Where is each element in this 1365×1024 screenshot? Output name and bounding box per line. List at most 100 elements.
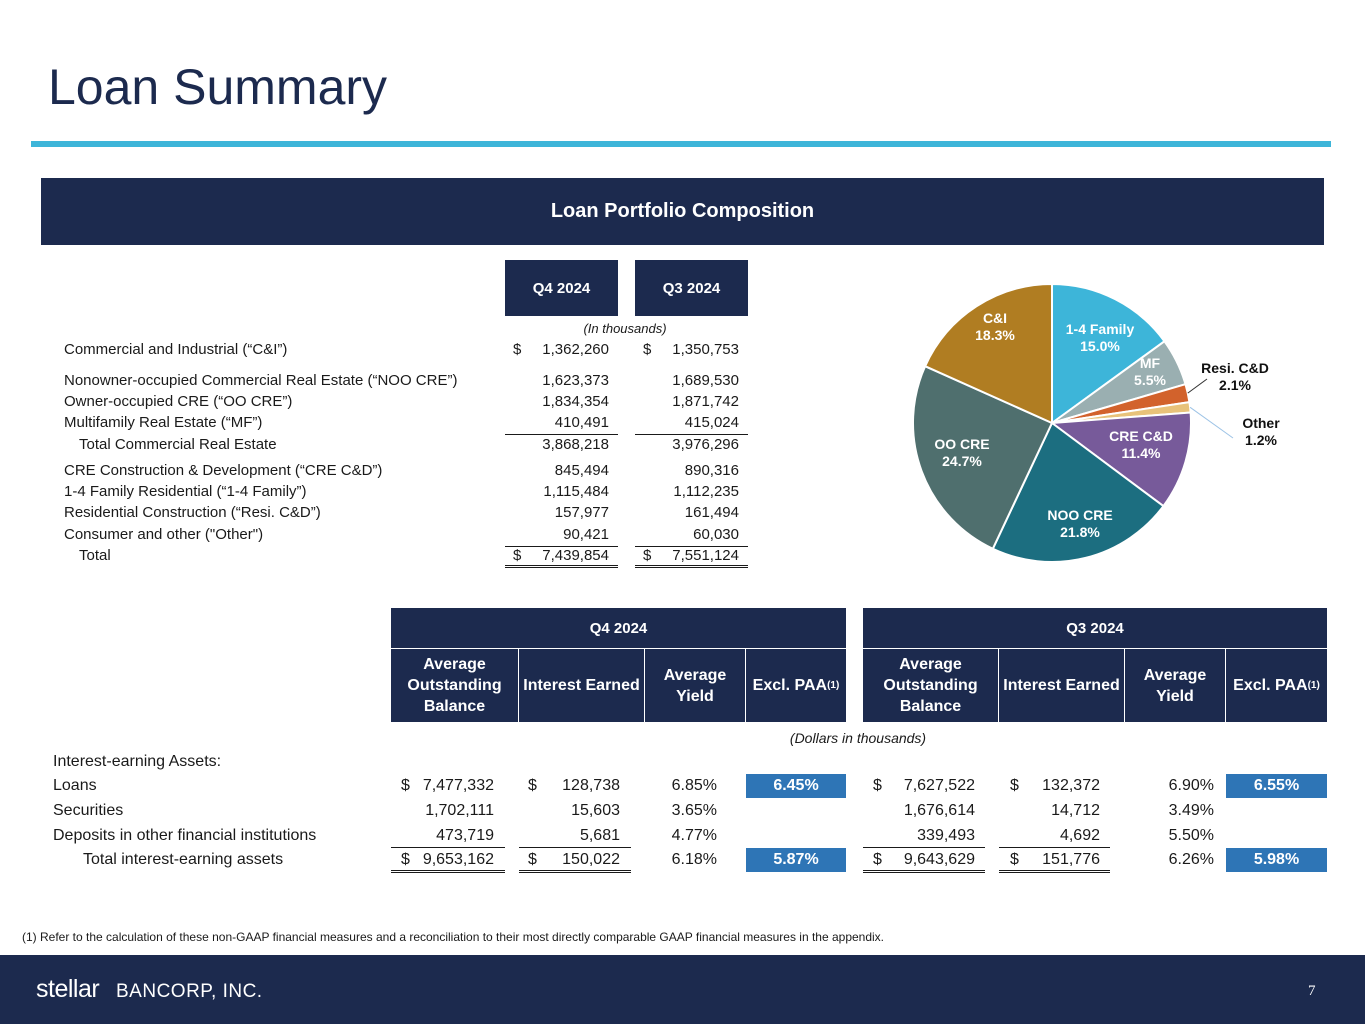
column-header: Excl. PAA (1) bbox=[746, 649, 846, 722]
pie-slice bbox=[1049, 411, 1192, 508]
slice-label: C&I bbox=[983, 310, 1007, 326]
column-header: Q3 2024 bbox=[635, 260, 748, 316]
row-label: Commercial and Industrial (“C&I”) bbox=[64, 341, 288, 358]
cell-text: 9,653,162 bbox=[422, 851, 494, 868]
cell-text: 60,030 bbox=[693, 526, 739, 543]
cell-text: 6.26% bbox=[1168, 851, 1214, 868]
double-rule bbox=[391, 870, 505, 873]
slice-label: OO CRE bbox=[934, 436, 989, 452]
cell-text: 1,362,260 bbox=[542, 341, 609, 358]
cell-text: 7,551,124 bbox=[672, 547, 739, 564]
footnote-mark: (1) bbox=[827, 680, 840, 691]
pie-slice bbox=[923, 282, 1053, 425]
row-label: Securities bbox=[53, 802, 124, 819]
rule bbox=[391, 847, 505, 848]
slice-label: NOO CRE bbox=[1047, 507, 1112, 523]
currency: $ bbox=[513, 341, 522, 358]
cell-text: 1,834,354 bbox=[542, 393, 609, 410]
footnote: (1) Refer to the calculation of these no… bbox=[22, 930, 885, 944]
slice-value: 15.0% bbox=[1080, 338, 1120, 354]
cell-text: 5.50% bbox=[1168, 827, 1214, 844]
row-label: Loans bbox=[53, 777, 97, 794]
rule bbox=[505, 434, 618, 435]
row-label: CRE Construction & Development (“CRE C&D… bbox=[64, 462, 383, 479]
double-rule bbox=[635, 565, 748, 568]
column-header-text: Interest Earned bbox=[523, 677, 640, 694]
note: (Dollars in thousands) bbox=[789, 730, 927, 746]
cell-text: 4.77% bbox=[671, 827, 717, 844]
row-label: Nonowner-occupied Commercial Real Estate… bbox=[64, 372, 458, 389]
slice-value: 5.5% bbox=[1134, 372, 1166, 388]
footer: stellar BANCORP, INC. 7 bbox=[0, 955, 1365, 1024]
cell-text: 150,022 bbox=[562, 851, 620, 868]
slice-value: 11.4% bbox=[1122, 445, 1161, 461]
column-header-text: Excl. PAA bbox=[752, 677, 828, 694]
slice-value: 18.3% bbox=[975, 327, 1015, 343]
column-header: Average Yield bbox=[1125, 649, 1225, 722]
rule bbox=[505, 546, 618, 547]
column-header: Average Yield bbox=[645, 649, 745, 722]
currency: $ bbox=[528, 851, 537, 868]
cell-text: 132,372 bbox=[1042, 777, 1100, 794]
leader-line bbox=[1187, 378, 1208, 394]
currency: $ bbox=[873, 851, 882, 868]
currency: $ bbox=[401, 777, 410, 794]
cell-text: 3.49% bbox=[1168, 802, 1214, 819]
row-label: Deposits in other financial institutions bbox=[53, 827, 317, 844]
cell-text: 90,421 bbox=[563, 526, 609, 543]
period-header: Q3 2024 bbox=[863, 608, 1327, 648]
highlight-cell: 5.87% bbox=[746, 848, 846, 872]
cell-text: 339,493 bbox=[917, 827, 975, 844]
cell-text: 890,316 bbox=[684, 462, 739, 479]
cell-text: 3.65% bbox=[671, 802, 717, 819]
slice-value: 1.2% bbox=[1245, 432, 1277, 448]
currency: $ bbox=[643, 341, 652, 358]
column-header: Interest Earned bbox=[999, 649, 1124, 722]
cell-text: 5,681 bbox=[579, 827, 620, 844]
row-label: Total interest-earning assets bbox=[83, 851, 284, 868]
column-header-text: Average Outstanding Balance bbox=[407, 656, 502, 715]
cell-text: 128,738 bbox=[562, 777, 620, 794]
cell-text: 1,689,530 bbox=[672, 372, 739, 389]
logo-rest: BANCORP, INC. bbox=[116, 981, 263, 1002]
cell-text: 1,350,753 bbox=[672, 341, 739, 358]
double-rule bbox=[505, 565, 618, 568]
currency: $ bbox=[401, 851, 410, 868]
column-header: Average Outstanding Balance bbox=[391, 649, 518, 722]
slice-label: Resi. C&D bbox=[1201, 360, 1269, 376]
row-label: 1-4 Family Residential (“1-4 Family”) bbox=[64, 483, 307, 500]
cell-text: 9,643,629 bbox=[903, 851, 975, 868]
cell-text: 157,977 bbox=[554, 504, 609, 521]
slice-label: CRE C&D bbox=[1109, 428, 1173, 444]
cell-text: 845,494 bbox=[554, 462, 609, 479]
column-header: Q4 2024 bbox=[505, 260, 618, 316]
cell-text: 7,477,332 bbox=[422, 777, 494, 794]
slice-value: 21.8% bbox=[1060, 524, 1100, 540]
currency: $ bbox=[513, 547, 522, 564]
pie-slice bbox=[1051, 282, 1166, 425]
currency: $ bbox=[873, 777, 882, 794]
cell-text: 14,712 bbox=[1051, 802, 1100, 819]
logo-word: stellar bbox=[36, 975, 100, 1003]
highlight-cell: 5.98% bbox=[1226, 848, 1327, 872]
period-header: Q4 2024 bbox=[391, 608, 846, 648]
cell-text: 473,719 bbox=[436, 827, 494, 844]
highlight-cell: 6.55% bbox=[1226, 774, 1327, 798]
pie-slice bbox=[912, 364, 1054, 551]
slice-label: MF bbox=[1140, 355, 1161, 371]
leader-line bbox=[1189, 406, 1234, 439]
cell-text: 7,439,854 bbox=[542, 547, 609, 564]
currency: $ bbox=[643, 547, 652, 564]
column-header: Interest Earned bbox=[519, 649, 644, 722]
row-label: Residential Construction (“Resi. C&D”) bbox=[64, 504, 321, 521]
cell-text: 1,676,614 bbox=[903, 802, 975, 819]
currency: $ bbox=[1010, 777, 1019, 794]
cell-text: 410,491 bbox=[554, 414, 609, 431]
section-label: Interest-earning Assets: bbox=[53, 753, 222, 770]
slice-label: 1-4 Family bbox=[1066, 321, 1135, 337]
cell-text: 4,692 bbox=[1059, 827, 1100, 844]
cell-text: 1,115,484 bbox=[543, 483, 609, 500]
banner: Loan Portfolio Composition bbox=[41, 178, 1324, 245]
cell-text: 1,623,373 bbox=[542, 372, 609, 389]
